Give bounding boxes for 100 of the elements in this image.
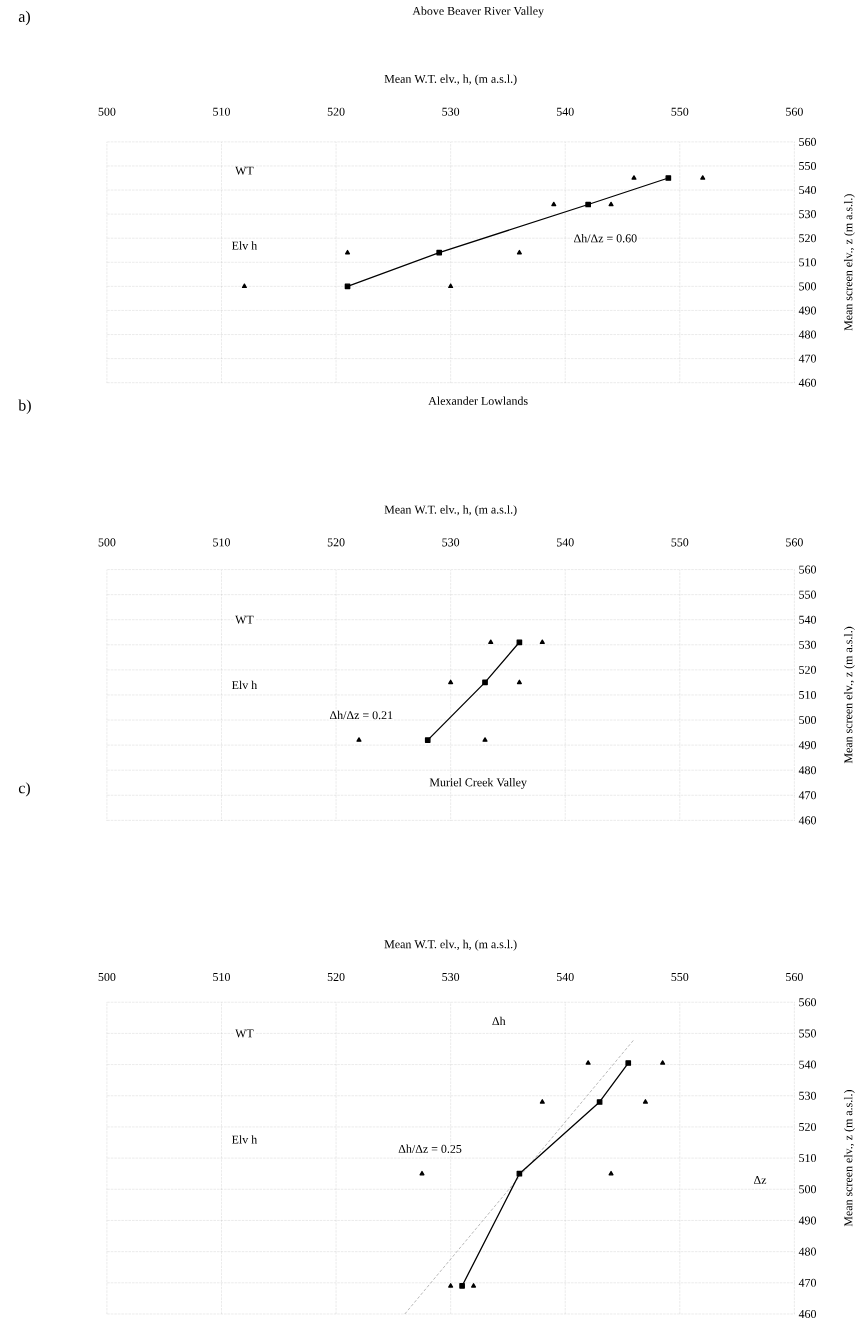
y-tick-label: 470	[798, 1278, 816, 1287]
x-tick-label: 530	[442, 107, 459, 116]
x-tick-label: 520	[327, 107, 345, 116]
y-tick-label: 460	[798, 816, 816, 825]
point	[585, 201, 591, 208]
y-tick-label: 540	[799, 615, 816, 624]
y-tick-label: 520	[799, 665, 816, 674]
point	[608, 1170, 614, 1176]
chart-title: Above Beaver River Valley	[412, 6, 544, 18]
text: b)	[18, 399, 31, 414]
x-tick-label: 510	[213, 972, 230, 982]
point	[447, 1283, 454, 1288]
y-tick-label: 490	[798, 1216, 816, 1225]
text: c)	[18, 782, 30, 797]
annotation: Elv h	[231, 241, 257, 250]
y-tick-label: 460	[798, 1309, 816, 1318]
x-axis-title: Mean W.T. elv., h, (m a.s.l.)	[384, 939, 517, 951]
x-tick-label: 510	[213, 538, 230, 547]
x-tick-label: 500	[98, 107, 116, 116]
y-tick-label: 520	[799, 234, 816, 243]
point	[665, 175, 672, 181]
y-tick-label: 500	[799, 716, 816, 725]
point	[482, 737, 488, 742]
point	[659, 1060, 666, 1065]
y-tick-label: 520	[799, 1122, 816, 1131]
annotation: WT	[234, 1029, 254, 1038]
y-tick-label: 500	[799, 1185, 816, 1194]
x-tick-label: 550	[671, 538, 689, 547]
point	[631, 175, 637, 180]
y-tick-label: 460	[798, 378, 816, 387]
point	[459, 1283, 465, 1289]
y-tick-label: 490	[798, 741, 816, 750]
y-tick-label: 500	[799, 282, 816, 291]
y-tick-label: 510	[799, 258, 816, 267]
y-tick-label: 530	[799, 210, 816, 219]
y-tick-label: 530	[799, 1091, 816, 1100]
y-tick-label: 560	[799, 137, 816, 146]
point	[585, 1060, 591, 1065]
x-tick-label: 520	[327, 972, 345, 982]
point	[596, 1099, 603, 1105]
point	[488, 639, 494, 645]
y-tick-label: 560	[799, 998, 816, 1007]
point	[516, 679, 522, 685]
y-tick-label: 480	[798, 766, 816, 775]
text: a)	[18, 10, 30, 26]
point	[470, 1283, 476, 1288]
point	[424, 737, 431, 743]
y-tick-label: 540	[799, 186, 816, 195]
annotation: Δh	[492, 1016, 506, 1026]
annotation: WT	[234, 615, 254, 624]
annotation: Δh/Δz = 0.21	[329, 710, 393, 720]
x-tick-label: 560	[785, 972, 803, 982]
x-tick-label: 500	[98, 972, 116, 982]
y-axis-title: Mean screen elv., z (m a.s.l.)	[843, 626, 855, 764]
y-tick-label: 510	[799, 690, 816, 699]
x-axis-title: Mean W.T. elv., h, (m a.s.l.)	[384, 505, 517, 517]
y-axis-title: Mean screen elv., z (m a.s.l.)	[843, 194, 855, 331]
point	[516, 1170, 523, 1177]
y-tick-label: 480	[798, 1247, 816, 1256]
y-tick-label: 560	[799, 565, 816, 574]
y-tick-label: 510	[799, 1154, 816, 1163]
y-tick-label: 550	[799, 1029, 816, 1038]
point	[241, 283, 247, 289]
point	[447, 283, 454, 289]
x-axis-title: Mean W.T. elv., h, (m a.s.l.)	[384, 74, 517, 86]
x-tick-label: 530	[442, 972, 459, 982]
y-tick-label: 550	[799, 161, 816, 170]
point	[516, 249, 522, 255]
point	[447, 679, 454, 685]
point	[482, 679, 488, 686]
point	[608, 201, 614, 207]
chart-title: Muriel Creek Valley	[429, 777, 527, 789]
annotation: Δh/Δz = 0.25	[398, 1144, 462, 1153]
y-axis-title: Mean screen elv., z (m a.s.l.)	[843, 1090, 855, 1227]
annotation: Elv h	[231, 680, 257, 690]
point	[356, 737, 362, 742]
y-tick-label: 540	[799, 1060, 816, 1069]
x-tick-label: 500	[98, 538, 116, 547]
x-tick-label: 560	[785, 538, 803, 547]
x-tick-label: 540	[556, 538, 574, 547]
point	[539, 639, 545, 645]
y-tick-label: 490	[798, 306, 816, 315]
y-tick-label: 470	[798, 354, 816, 363]
chart-title: Alexander Lowlands	[428, 396, 528, 405]
annotation: Δh/Δz = 0.60	[573, 233, 637, 243]
point	[436, 249, 442, 256]
point	[516, 639, 523, 646]
point	[700, 175, 706, 180]
annotation: Δz	[753, 1175, 766, 1184]
x-tick-label: 550	[671, 972, 689, 982]
y-tick-label: 530	[799, 640, 816, 649]
x-tick-label: 550	[671, 107, 689, 116]
x-tick-label: 560	[785, 107, 803, 116]
point	[539, 1099, 545, 1104]
annotation: Elv h	[231, 1135, 257, 1144]
point	[551, 201, 557, 207]
x-tick-label: 540	[556, 107, 574, 116]
x-tick-label: 530	[442, 538, 459, 547]
x-tick-label: 520	[327, 538, 345, 547]
annotation: WT	[234, 166, 254, 175]
